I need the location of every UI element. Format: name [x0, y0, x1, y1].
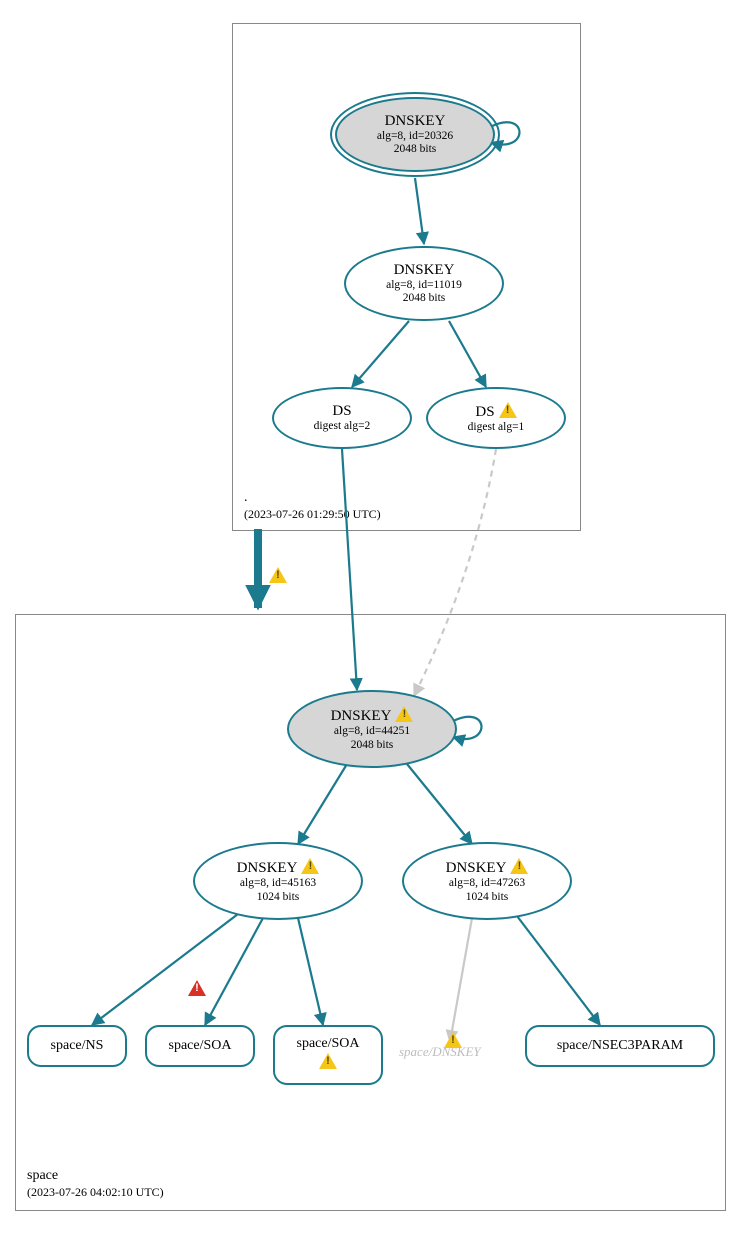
- warning-icon: [301, 858, 319, 874]
- node-detail: 2048 bits: [351, 739, 394, 752]
- zone-name-space: space: [27, 1167, 164, 1185]
- node-title: DNSKEY: [394, 262, 455, 279]
- node-title: DNSKEY: [331, 706, 414, 725]
- warning-icon: [269, 567, 287, 583]
- rr-rr_ns: space/NS: [27, 1025, 127, 1067]
- node-title: DS: [332, 403, 351, 420]
- node-root_ksk: DNSKEYalg=8, id=203262048 bits: [335, 97, 495, 172]
- node-detail: digest alg=2: [314, 420, 371, 433]
- node-detail: 1024 bits: [257, 891, 300, 904]
- zone-label-root: . (2023-07-26 01:29:50 UTC): [244, 489, 381, 523]
- rr-label: space/NSEC3PARAM: [557, 1038, 683, 1054]
- node-title: DNSKEY: [446, 858, 529, 877]
- zone-label-space: space (2023-07-26 04:02:10 UTC): [27, 1167, 164, 1201]
- node-space_ksk: DNSKEYalg=8, id=442512048 bits: [287, 690, 457, 768]
- node-ds_b: DSdigest alg=1: [426, 387, 566, 449]
- node-space_zsk_a: DNSKEYalg=8, id=451631024 bits: [193, 842, 363, 920]
- node-detail: alg=8, id=20326: [377, 130, 453, 143]
- warning-icon: [444, 1032, 462, 1048]
- node-title: DS: [475, 402, 516, 421]
- node-detail: 1024 bits: [466, 891, 509, 904]
- rr-rr_soa1: space/SOA: [145, 1025, 255, 1067]
- zone-ts-space: (2023-07-26 04:02:10 UTC): [27, 1185, 164, 1201]
- rr-rr_ghost_dnskey: space/DNSKEY: [399, 1044, 481, 1060]
- node-detail: alg=8, id=47263: [449, 877, 525, 890]
- warning-icon: [319, 1053, 337, 1069]
- node-detail: digest alg=1: [468, 421, 525, 434]
- node-space_zsk_b: DNSKEYalg=8, id=472631024 bits: [402, 842, 572, 920]
- node-detail: 2048 bits: [394, 143, 437, 156]
- zone-ts-root: (2023-07-26 01:29:50 UTC): [244, 507, 381, 523]
- node-ds_a: DSdigest alg=2: [272, 387, 412, 449]
- node-root_zsk: DNSKEYalg=8, id=110192048 bits: [344, 246, 504, 321]
- rr-label: space/NS: [51, 1038, 104, 1054]
- warning-icon: [499, 402, 517, 418]
- node-detail: alg=8, id=45163: [240, 877, 316, 890]
- warning-icon: [395, 706, 413, 722]
- warning-icon: [510, 858, 528, 874]
- rr-rr_soa2: space/SOA: [273, 1025, 383, 1085]
- node-detail: alg=8, id=44251: [334, 725, 410, 738]
- rr-label: space/SOA: [297, 1036, 360, 1052]
- zone-name-root: .: [244, 489, 381, 507]
- node-detail: alg=8, id=11019: [386, 279, 462, 292]
- error-icon: [188, 980, 206, 996]
- node-detail: 2048 bits: [403, 292, 446, 305]
- node-title: DNSKEY: [385, 113, 446, 130]
- rr-rr_nsec3: space/NSEC3PARAM: [525, 1025, 715, 1067]
- rr-label: space/SOA: [169, 1038, 232, 1054]
- node-title: DNSKEY: [237, 858, 320, 877]
